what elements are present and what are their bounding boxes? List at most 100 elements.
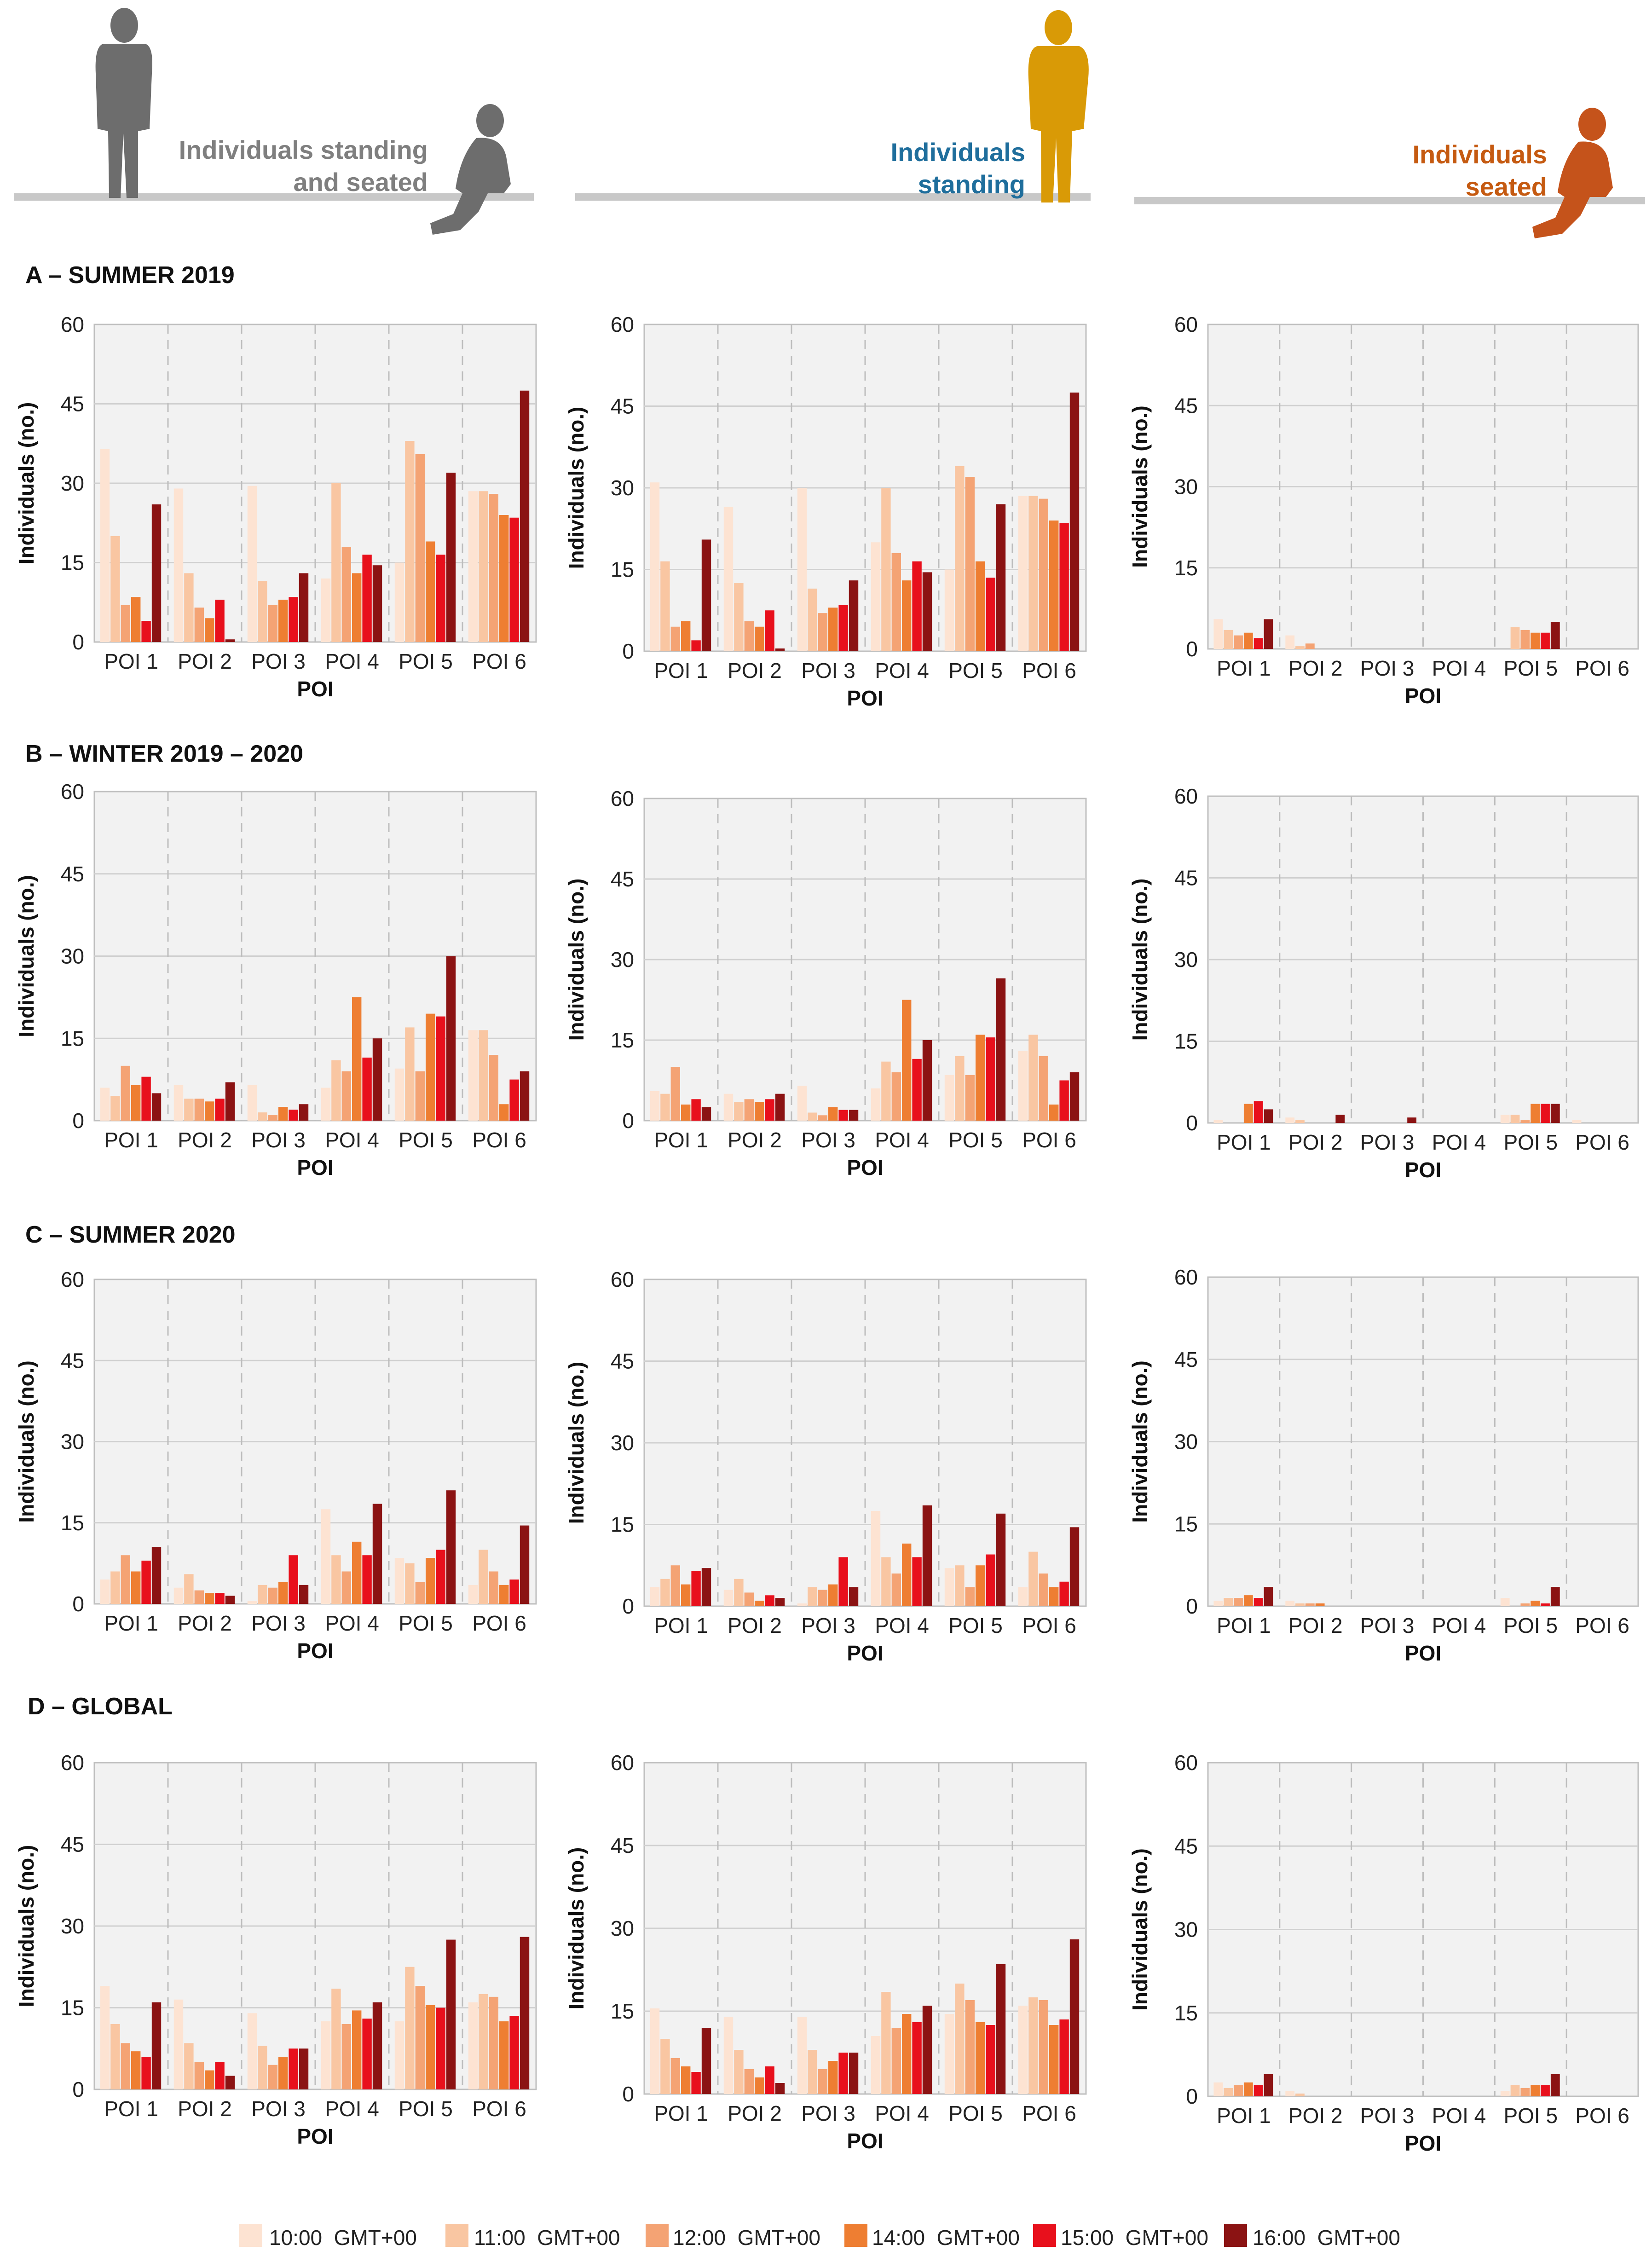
bar bbox=[797, 2017, 807, 2094]
x-tick-label: POI 5 bbox=[1503, 1614, 1558, 1637]
x-tick-label: POI 3 bbox=[251, 1128, 306, 1152]
y-axis-label: Individuals (no.) bbox=[564, 407, 588, 569]
x-tick-label: POI 1 bbox=[1217, 1130, 1271, 1154]
bar bbox=[650, 482, 660, 651]
bar bbox=[660, 2039, 670, 2094]
bar bbox=[331, 1555, 341, 1604]
bar bbox=[1213, 1601, 1223, 1606]
y-tick-label: 15 bbox=[1174, 1512, 1198, 1536]
bar bbox=[838, 1557, 848, 1606]
standing-person-icon bbox=[95, 8, 152, 198]
y-tick-label: 45 bbox=[1174, 1834, 1198, 1858]
bar bbox=[173, 488, 184, 642]
bar bbox=[775, 1093, 785, 1121]
y-tick-label: 60 bbox=[61, 1751, 84, 1775]
bar bbox=[446, 956, 456, 1121]
bar bbox=[100, 449, 110, 642]
bar bbox=[1572, 1120, 1582, 1123]
legend-label-1100: 11:00 GMT+00 bbox=[474, 2226, 620, 2250]
bar bbox=[341, 547, 351, 642]
bar bbox=[1285, 2090, 1295, 2096]
bar bbox=[394, 2021, 404, 2089]
bar bbox=[1531, 632, 1540, 649]
bar bbox=[1243, 1104, 1253, 1123]
bar bbox=[479, 1550, 488, 1604]
bar bbox=[362, 555, 372, 642]
bar bbox=[955, 1984, 965, 2094]
bar bbox=[1213, 2082, 1223, 2096]
bar bbox=[723, 1590, 734, 1606]
bar bbox=[1018, 1051, 1028, 1121]
y-tick-label: 15 bbox=[1174, 2001, 1198, 2025]
bar bbox=[986, 1037, 995, 1121]
x-tick-label: POI 1 bbox=[654, 1128, 708, 1152]
x-tick-label: POI 5 bbox=[948, 1614, 1003, 1637]
bar bbox=[1069, 1939, 1080, 2094]
bar bbox=[755, 1601, 764, 1606]
bar bbox=[1253, 1598, 1263, 1606]
bar bbox=[299, 1585, 309, 1604]
x-tick-label: POI 6 bbox=[1575, 1130, 1629, 1154]
bar bbox=[1059, 1080, 1069, 1121]
x-tick-label: POI 4 bbox=[875, 1128, 929, 1152]
bar bbox=[468, 1585, 478, 1604]
y-tick-label: 0 bbox=[1186, 2084, 1198, 2108]
bar bbox=[944, 1568, 954, 1606]
x-tick-label: POI 4 bbox=[1432, 1130, 1486, 1154]
x-tick-label: POI 3 bbox=[801, 1128, 855, 1152]
x-tick-label: POI 6 bbox=[1022, 1614, 1076, 1637]
bar bbox=[184, 2043, 194, 2089]
bar bbox=[1264, 1587, 1273, 1606]
bar bbox=[110, 2024, 120, 2089]
bar bbox=[1069, 392, 1080, 651]
bar bbox=[1285, 1117, 1295, 1123]
x-tick-label: POI 2 bbox=[1288, 656, 1343, 680]
bar bbox=[891, 553, 901, 651]
bar bbox=[479, 1030, 488, 1121]
chart-b-seated: 0 15 30 45 60 POI 1 POI 2 POI 3 POI 4 POI 5 POI 6 P… bbox=[1128, 784, 1639, 1182]
bar bbox=[881, 1992, 891, 2094]
bar bbox=[871, 1510, 881, 1606]
bar bbox=[849, 1110, 859, 1121]
bar bbox=[194, 607, 204, 642]
bar bbox=[405, 1967, 415, 2089]
bar bbox=[205, 618, 214, 642]
bar bbox=[121, 605, 130, 642]
header-middle: Individuals standing bbox=[575, 10, 1091, 202]
bar bbox=[205, 1593, 214, 1604]
y-axis-label: Individuals (no.) bbox=[1128, 1360, 1152, 1523]
bar bbox=[509, 517, 519, 642]
bar bbox=[734, 1579, 744, 1606]
legend-swatch-1200 bbox=[646, 2224, 669, 2247]
middle-label-line2: standing bbox=[918, 170, 1025, 199]
x-tick-label: POI 2 bbox=[1288, 1130, 1343, 1154]
bar bbox=[1295, 646, 1305, 649]
bar bbox=[225, 1082, 235, 1121]
x-tick-label: POI 5 bbox=[399, 649, 453, 673]
y-tick-label: 30 bbox=[1174, 948, 1198, 972]
bar bbox=[1264, 1109, 1273, 1123]
bar bbox=[701, 1107, 711, 1121]
bar bbox=[215, 1593, 225, 1604]
ground-line bbox=[1134, 197, 1645, 204]
x-tick-label: POI 3 bbox=[1360, 1614, 1415, 1637]
bar bbox=[1049, 1105, 1059, 1121]
x-axis-label: POI bbox=[297, 1156, 333, 1180]
bar bbox=[173, 1999, 184, 2089]
bar bbox=[1264, 2074, 1273, 2096]
bar bbox=[891, 2028, 901, 2094]
bar bbox=[446, 1490, 456, 1604]
y-tick-label: 30 bbox=[61, 471, 84, 495]
chart-a-standing: 0 15 30 45 60 POI 1 POI 2 POI 3 POI 4 POI 5 POI 6 P… bbox=[564, 312, 1087, 710]
bar bbox=[1520, 1603, 1530, 1606]
bar bbox=[247, 1601, 257, 1604]
x-axis-label: POI bbox=[1405, 684, 1441, 708]
bar bbox=[986, 578, 995, 651]
bar bbox=[278, 600, 288, 642]
y-axis-label: Individuals (no.) bbox=[1128, 879, 1152, 1041]
bar bbox=[289, 1555, 298, 1604]
section-title-d: D – GLOBAL bbox=[28, 1693, 173, 1720]
y-tick-label: 15 bbox=[1174, 1030, 1198, 1053]
bar bbox=[828, 1584, 838, 1606]
bar bbox=[996, 978, 1006, 1121]
